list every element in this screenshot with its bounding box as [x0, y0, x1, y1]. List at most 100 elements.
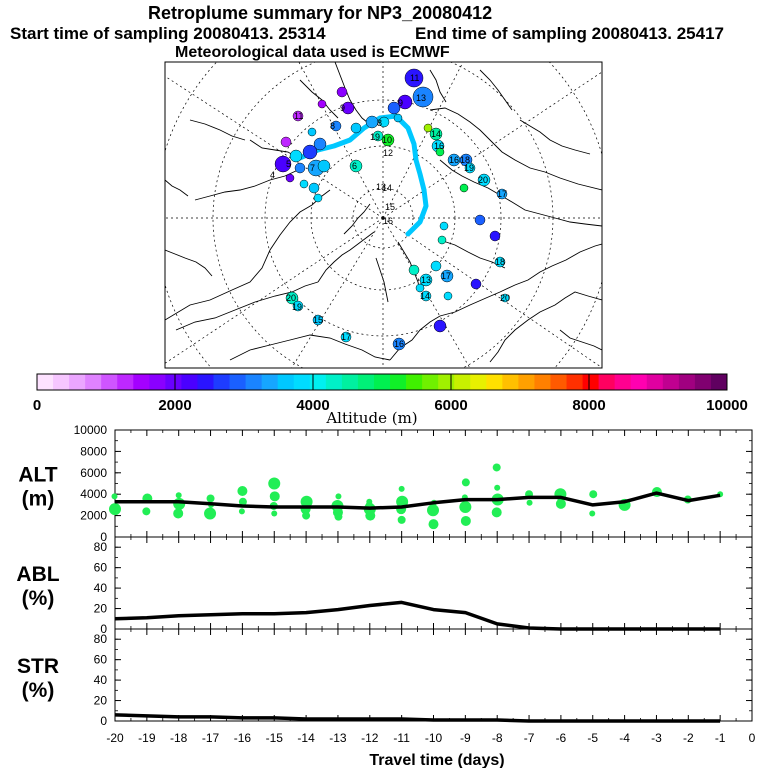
alt-scatter-point — [269, 491, 280, 502]
map-label: 11 — [294, 111, 303, 121]
y-tick-label: 60 — [94, 561, 108, 575]
x-tick-label: -12 — [361, 731, 379, 745]
colorbar-tick-label: 10000 — [706, 397, 748, 414]
map-label: 18 — [460, 155, 470, 165]
colorbar-cell — [582, 374, 600, 390]
colorbar-cell — [53, 374, 70, 390]
colorbar-cell — [261, 374, 279, 390]
x-tick-label: -2 — [683, 731, 694, 745]
alt-scatter-point — [397, 515, 406, 524]
x-tick-label: -15 — [266, 731, 284, 745]
map-label: 8 — [377, 118, 382, 128]
y-axis-label: ABL — [16, 563, 59, 586]
y-tick-label: 40 — [94, 581, 108, 595]
x-tick-label: -16 — [234, 731, 252, 745]
colorbar-cell — [646, 374, 664, 390]
panel-frame — [114, 628, 753, 722]
x-tick-label: -11 — [393, 731, 410, 745]
colorbar-cell — [710, 374, 728, 390]
meridians — [165, 62, 602, 368]
map-label: 20 — [286, 293, 296, 303]
colorbar-tick-label: 8000 — [572, 397, 605, 414]
map-label: 16 — [383, 216, 393, 226]
y-axis-label-unit: (%) — [22, 587, 55, 610]
map-label: 20 — [500, 293, 510, 303]
map-label: 11 — [410, 73, 419, 83]
alt-scatter-point — [461, 478, 470, 487]
alt-scatter-point — [526, 499, 533, 506]
map-label: 14 — [431, 129, 441, 139]
colorbar-cell — [373, 374, 391, 390]
map-label: 12 — [383, 148, 393, 158]
map-content: 11 13 9 8 10 19 12 13 14 15 16 14 16 16 … — [165, 62, 602, 368]
y-tick-label: 80 — [94, 632, 108, 646]
y-tick-label: 40 — [94, 673, 108, 687]
x-tick-label: 0 — [749, 731, 756, 745]
colorbar-cell — [438, 374, 455, 390]
colorbar-cell — [357, 374, 375, 390]
alt-scatter-point — [238, 508, 245, 515]
colorbar-cell — [678, 374, 696, 390]
colorbar-cell — [69, 374, 86, 390]
colorbar-cell — [181, 374, 198, 390]
colorbar-cell — [213, 374, 230, 390]
panel-alt: 0 2000 4000 6000 8000 10000 ALT(m) — [18, 423, 753, 544]
colorbar-tick-label: 2000 — [158, 397, 191, 414]
colorbar-cell — [422, 374, 439, 390]
alt-scatter-point — [491, 507, 502, 518]
colorbar-label: Altitude (m) — [325, 409, 417, 427]
map-label: 13 — [421, 275, 431, 285]
colorbar-cell — [309, 374, 327, 390]
colorbar-cell — [165, 374, 182, 390]
x-tick-label: -9 — [460, 731, 471, 745]
colorbar-cell — [518, 374, 535, 390]
alt-scatter-point — [494, 484, 501, 491]
alt-scatter-point — [334, 512, 343, 521]
series-line-str — [114, 713, 721, 723]
colorbar-cell — [502, 374, 519, 390]
colorbar-cell — [149, 374, 166, 390]
alt-scatter-point — [173, 508, 184, 519]
plume-track — [297, 113, 429, 237]
map-label: 8 — [330, 121, 335, 131]
alt-scatter-point — [459, 501, 472, 514]
x-tick-label: -10 — [425, 731, 443, 745]
map-label: 17 — [341, 332, 351, 342]
map-frame — [164, 61, 603, 369]
colorbar-cell — [197, 374, 214, 390]
alt-scatter-point — [492, 463, 501, 472]
map-label: 19 — [370, 132, 380, 142]
y-tick-label: 10000 — [74, 423, 108, 437]
y-tick-label: 6000 — [80, 466, 107, 480]
colorbar-cell — [85, 374, 102, 390]
colorbar-cell — [390, 374, 407, 390]
y-tick-label: 2000 — [80, 509, 107, 523]
y-axis-label-unit: (%) — [22, 679, 55, 702]
map-label: 19 — [292, 302, 302, 312]
map-label: 14 — [382, 183, 392, 193]
panel-abl: 0 20 40 60 80 ABL(%) — [16, 536, 753, 636]
x-tick-label: -1 — [715, 731, 726, 745]
map-label: 7 — [310, 163, 315, 173]
y-tick-label: 0 — [100, 622, 107, 636]
polar-map: 11 13 9 8 10 19 12 13 14 15 16 14 16 16 … — [164, 61, 603, 369]
colorbar-cell — [325, 374, 343, 390]
x-axis-label: Travel time (days) — [369, 752, 504, 768]
map-label: 9 — [340, 103, 345, 113]
alt-scatter-point — [111, 493, 118, 500]
alt-scatter-point — [204, 507, 217, 520]
y-tick-label: 8000 — [80, 444, 107, 458]
series-line-abl — [114, 600, 721, 631]
alt-scatter-point — [268, 477, 281, 490]
colorbar-cell — [454, 374, 471, 390]
y-tick-label: 20 — [94, 602, 108, 616]
x-tick-label: -13 — [329, 731, 347, 745]
map-label: 9 — [398, 98, 403, 108]
map-number-labels: 11 13 9 8 10 19 12 13 14 15 16 14 16 16 … — [270, 73, 510, 349]
map-label: 15 — [313, 315, 323, 325]
altitude-colorbar: 0 2000 4000 6000 8000 10000 Altitude (m) — [33, 373, 748, 427]
colorbar-cell — [470, 374, 487, 390]
x-tick-label: -5 — [587, 731, 598, 745]
map-label: 10 — [382, 135, 392, 145]
